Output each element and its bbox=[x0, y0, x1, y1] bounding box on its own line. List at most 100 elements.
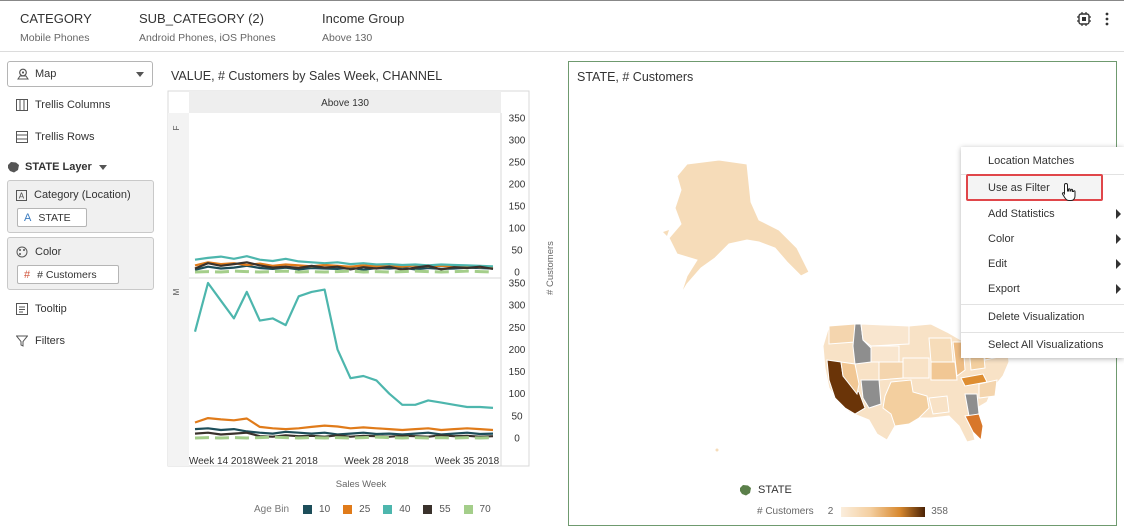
legend-swatch bbox=[423, 505, 433, 514]
legend-item[interactable]: 40 bbox=[383, 504, 410, 515]
state-colorado[interactable] bbox=[878, 361, 904, 381]
color-drop-label: Color bbox=[35, 246, 62, 258]
y-axis-label: # Customers bbox=[545, 241, 556, 295]
color-drop-zone[interactable]: Color # # Customers bbox=[7, 237, 154, 290]
chart-title: VALUE, # Customers by Sales Week, CHANNE… bbox=[171, 69, 443, 83]
map-color-legend: # Customers 2 358 bbox=[757, 506, 948, 517]
x-axis: Week 14 2018 Week 21 2018 Week 28 2018 Week… bbox=[189, 456, 500, 467]
hand-cursor-icon bbox=[1061, 182, 1076, 201]
y-tick-label: 0 bbox=[514, 434, 520, 445]
menu-item-location-matches[interactable]: Location Matches bbox=[961, 150, 1124, 172]
filter-income-group[interactable]: Income Group Above 130 bbox=[322, 11, 404, 44]
trellis-columns-icon bbox=[16, 99, 28, 111]
filter-category[interactable]: CATEGORY Mobile Phones bbox=[20, 11, 92, 44]
color-gradient bbox=[841, 506, 926, 517]
panel-f-series bbox=[194, 255, 494, 274]
filters-drop[interactable]: Filters bbox=[16, 335, 65, 347]
series-line-age-55[interactable] bbox=[194, 431, 494, 438]
filter-settings-icon[interactable] bbox=[1077, 12, 1091, 26]
color-legend-label: # Customers bbox=[757, 506, 814, 517]
filter-label: Income Group bbox=[322, 11, 405, 26]
menu-item-label: Location Matches bbox=[988, 155, 1075, 167]
y-axis-bottom: 350 300 250 200 150 100 50 0 bbox=[509, 279, 526, 445]
state-washington[interactable] bbox=[828, 323, 856, 345]
chevron-right-icon bbox=[1116, 209, 1121, 219]
row-header-bg bbox=[168, 113, 189, 466]
filter-sub-category[interactable]: SUB_CATEGORY (2) Android Phones, iOS Pho… bbox=[139, 11, 276, 44]
more-options-icon[interactable] bbox=[1100, 12, 1114, 26]
state-pill[interactable]: A STATE bbox=[17, 208, 87, 227]
viz-type-select[interactable]: Map bbox=[7, 61, 153, 87]
menu-item-export[interactable]: Export bbox=[961, 278, 1124, 300]
legend-label: 70 bbox=[479, 504, 491, 515]
series-line-age-70[interactable] bbox=[194, 435, 494, 440]
menu-divider bbox=[961, 304, 1124, 305]
series-line-age-70[interactable] bbox=[194, 269, 494, 274]
funnel-icon bbox=[16, 335, 28, 347]
series-line-age-25[interactable] bbox=[194, 261, 494, 269]
y-tick-label: 100 bbox=[509, 224, 526, 235]
state-louisiana[interactable] bbox=[928, 395, 950, 415]
filter-value: Mobile Phones bbox=[20, 32, 90, 44]
category-drop-zone[interactable]: A Category (Location) A STATE bbox=[7, 180, 154, 233]
state-hawaii[interactable] bbox=[715, 448, 719, 452]
map-pin-icon bbox=[17, 68, 29, 80]
menu-item-add-statistics[interactable]: Add Statistics bbox=[961, 203, 1124, 225]
menu-item-label: Color bbox=[988, 233, 1015, 245]
row-label-m: M bbox=[172, 288, 181, 295]
state-iowa[interactable] bbox=[928, 337, 954, 363]
y-tick-label: 150 bbox=[509, 367, 526, 378]
customers-pill[interactable]: # # Customers bbox=[17, 265, 119, 284]
series-line-age-25[interactable] bbox=[194, 417, 494, 432]
state-montana[interactable] bbox=[860, 323, 910, 347]
y-tick-label: 350 bbox=[509, 114, 526, 125]
legend-item[interactable]: 55 bbox=[423, 504, 451, 515]
series-line-age-40[interactable] bbox=[194, 255, 494, 268]
panel-m-series bbox=[193, 281, 494, 440]
menu-item-label: Export bbox=[988, 283, 1020, 295]
chevron-down-icon bbox=[136, 72, 144, 77]
trellis-columns-drop[interactable]: Trellis Columns bbox=[16, 99, 110, 111]
state-wyoming[interactable] bbox=[870, 345, 900, 363]
chevron-right-icon bbox=[1116, 259, 1121, 269]
legend-item[interactable]: 10 bbox=[303, 504, 330, 515]
layer-selector[interactable]: STATE Layer bbox=[7, 161, 107, 173]
pill-label: STATE bbox=[38, 211, 71, 224]
y-tick-label: 200 bbox=[509, 345, 526, 356]
menu-item-label: Edit bbox=[988, 258, 1007, 270]
state-nevada[interactable] bbox=[840, 361, 860, 396]
trellis-rows-label: Trellis Rows bbox=[35, 131, 95, 143]
measure-hash-icon: # bbox=[24, 268, 31, 281]
state-texas[interactable] bbox=[882, 379, 930, 427]
menu-item-label: Add Statistics bbox=[988, 208, 1055, 220]
viz-type-label: Map bbox=[35, 68, 57, 80]
legend-swatch bbox=[343, 505, 353, 514]
row-label-f: F bbox=[172, 125, 181, 130]
series-line-age-40[interactable] bbox=[193, 281, 494, 409]
state-florida[interactable] bbox=[964, 413, 984, 442]
menu-item-color[interactable]: Color bbox=[961, 228, 1124, 250]
tooltip-drop[interactable]: Tooltip bbox=[16, 303, 67, 315]
legend-item[interactable]: 25 bbox=[343, 504, 370, 515]
state-north-carolina[interactable] bbox=[978, 379, 998, 399]
state-alaska[interactable] bbox=[668, 159, 810, 295]
legend-item[interactable]: 70 bbox=[463, 504, 491, 515]
menu-item-use-as-filter[interactable]: Use as Filter bbox=[966, 174, 1103, 201]
trellis-rows-drop[interactable]: Trellis Rows bbox=[16, 131, 95, 143]
menu-item-edit[interactable]: Edit bbox=[961, 253, 1124, 275]
menu-item-delete-visualization[interactable]: Delete Visualization bbox=[961, 306, 1124, 328]
menu-item-select-all[interactable]: Select All Visualizations bbox=[961, 334, 1124, 356]
pill-label: # Customers bbox=[37, 268, 97, 281]
state-missouri[interactable] bbox=[930, 361, 958, 381]
legend-swatch bbox=[303, 505, 313, 514]
tooltip-icon bbox=[16, 303, 28, 315]
state-kansas[interactable] bbox=[902, 357, 930, 379]
menu-item-label: Use as Filter bbox=[988, 182, 1050, 194]
color-legend-min: 2 bbox=[827, 506, 834, 517]
legend-label: 40 bbox=[399, 504, 411, 515]
series-line-age-55[interactable] bbox=[194, 261, 494, 271]
legend-swatch bbox=[383, 505, 393, 514]
state-arizona[interactable] bbox=[860, 379, 882, 409]
layer-map-icon bbox=[8, 162, 19, 173]
